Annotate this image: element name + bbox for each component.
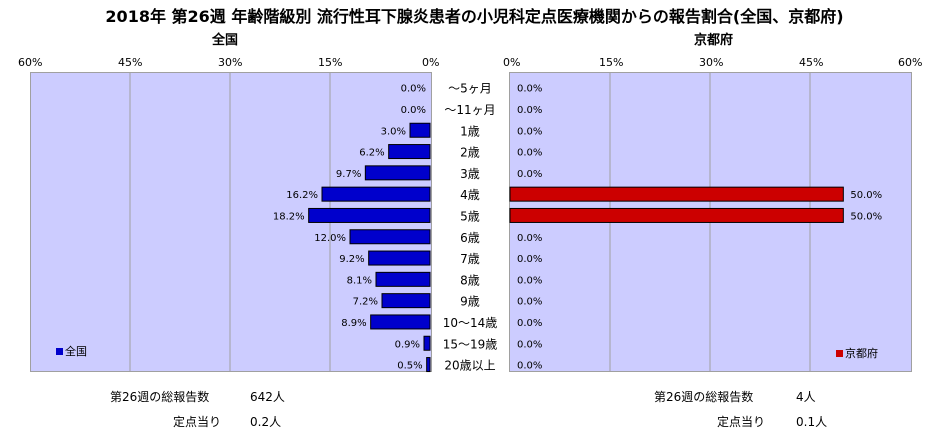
kyoto-per-label: 定点当り <box>717 415 766 429</box>
category-label: 5歳 <box>460 209 480 223</box>
right-panel-title: 京都府 <box>694 33 734 48</box>
data-label-national: 0.0% <box>401 105 426 116</box>
left-legend: 全国 <box>56 343 87 359</box>
left-tick-15: 15% <box>318 56 343 69</box>
data-label-national: 8.1% <box>347 275 372 286</box>
data-label-kyoto: 0.0% <box>517 84 542 95</box>
national-per-value: 0.2人 <box>250 415 282 429</box>
right-tick-45: 45% <box>799 56 824 69</box>
kyoto-total-label: 第26週の総報告数 <box>654 390 754 404</box>
category-label: 6歳 <box>460 231 480 245</box>
bar-national <box>381 293 431 309</box>
national-total-value: 642人 <box>250 390 285 404</box>
left-panel-title: 全国 <box>212 33 239 48</box>
right-tick-0: 0% <box>503 56 521 69</box>
bar-kyoto <box>509 207 844 223</box>
category-label: 9歳 <box>460 295 480 309</box>
category-label: 4歳 <box>460 188 480 202</box>
data-label-national: 18.2% <box>273 211 305 222</box>
data-label-national: 0.9% <box>395 339 420 350</box>
data-label-national: 8.9% <box>341 318 366 329</box>
data-label-national: 6.2% <box>359 148 384 159</box>
bar-national <box>308 207 431 223</box>
data-label-national: 3.0% <box>381 126 406 137</box>
data-label-kyoto: 0.0% <box>517 254 542 265</box>
bar-national <box>364 165 431 181</box>
data-label-kyoto: 0.0% <box>517 361 542 372</box>
data-label-kyoto: 0.0% <box>517 233 542 244</box>
left-tick-45: 45% <box>118 56 143 69</box>
data-label-national: 7.2% <box>353 297 378 308</box>
bar-national <box>368 250 431 266</box>
left-tick-30: 30% <box>218 56 243 69</box>
data-label-kyoto: 0.0% <box>517 105 542 116</box>
bar-national <box>370 314 431 330</box>
category-label: 8歳 <box>460 273 480 287</box>
data-label-kyoto: 0.0% <box>517 126 542 137</box>
legend-label-national: 全国 <box>65 345 87 358</box>
legend-swatch-national <box>56 347 63 355</box>
right-tick-30: 30% <box>699 56 724 69</box>
category-label: 3歳 <box>460 167 480 181</box>
data-label-kyoto: 0.0% <box>517 318 542 329</box>
data-label-kyoto: 0.0% <box>517 275 542 286</box>
legend-label-kyoto: 京都府 <box>845 347 878 360</box>
category-label: 1歳 <box>460 124 480 138</box>
bar-national <box>423 335 431 351</box>
left-tick-60: 60% <box>18 56 43 69</box>
national-per-label: 定点当り <box>173 415 222 429</box>
right-tick-60: 60% <box>898 56 923 69</box>
bar-national <box>349 229 431 245</box>
data-label-kyoto: 0.0% <box>517 339 542 350</box>
category-label: ～11ヶ月 <box>444 103 495 117</box>
category-label: 15～19歳 <box>443 337 498 351</box>
data-label-national: 9.7% <box>336 169 361 180</box>
data-label-kyoto: 0.0% <box>517 148 542 159</box>
data-label-national: 0.0% <box>401 84 426 95</box>
data-label-kyoto: 0.0% <box>517 169 542 180</box>
category-label: 20歳以上 <box>444 359 495 373</box>
bar-national <box>409 122 431 138</box>
right-legend: 京都府 <box>836 345 878 361</box>
bar-national <box>375 271 431 287</box>
bar-kyoto <box>509 186 844 202</box>
bar-national <box>426 357 431 373</box>
left-tick-0: 0% <box>422 56 440 69</box>
bar-national <box>388 144 431 160</box>
data-label-national: 9.2% <box>339 254 364 265</box>
right-tick-15: 15% <box>599 56 624 69</box>
data-label-national: 16.2% <box>286 190 318 201</box>
kyoto-per-value: 0.1人 <box>796 415 828 429</box>
category-label: 10～14歳 <box>443 316 498 330</box>
data-label-kyoto: 0.0% <box>517 297 542 308</box>
category-label: ～5ヶ月 <box>448 82 492 96</box>
data-label-kyoto: 50.0% <box>850 211 882 222</box>
chart-title: 2018年 第26週 年齢階級別 流行性耳下腺炎患者の小児科定点医療機関からの報… <box>105 7 844 26</box>
data-label-national: 0.5% <box>397 361 422 372</box>
category-label: 7歳 <box>460 252 480 266</box>
category-label: 2歳 <box>460 146 480 160</box>
kyoto-total-value: 4人 <box>796 390 816 404</box>
legend-swatch-kyoto <box>836 349 843 357</box>
data-label-national: 12.0% <box>314 233 346 244</box>
data-label-kyoto: 50.0% <box>850 190 882 201</box>
national-total-label: 第26週の総報告数 <box>110 390 210 404</box>
bar-national <box>321 186 431 202</box>
